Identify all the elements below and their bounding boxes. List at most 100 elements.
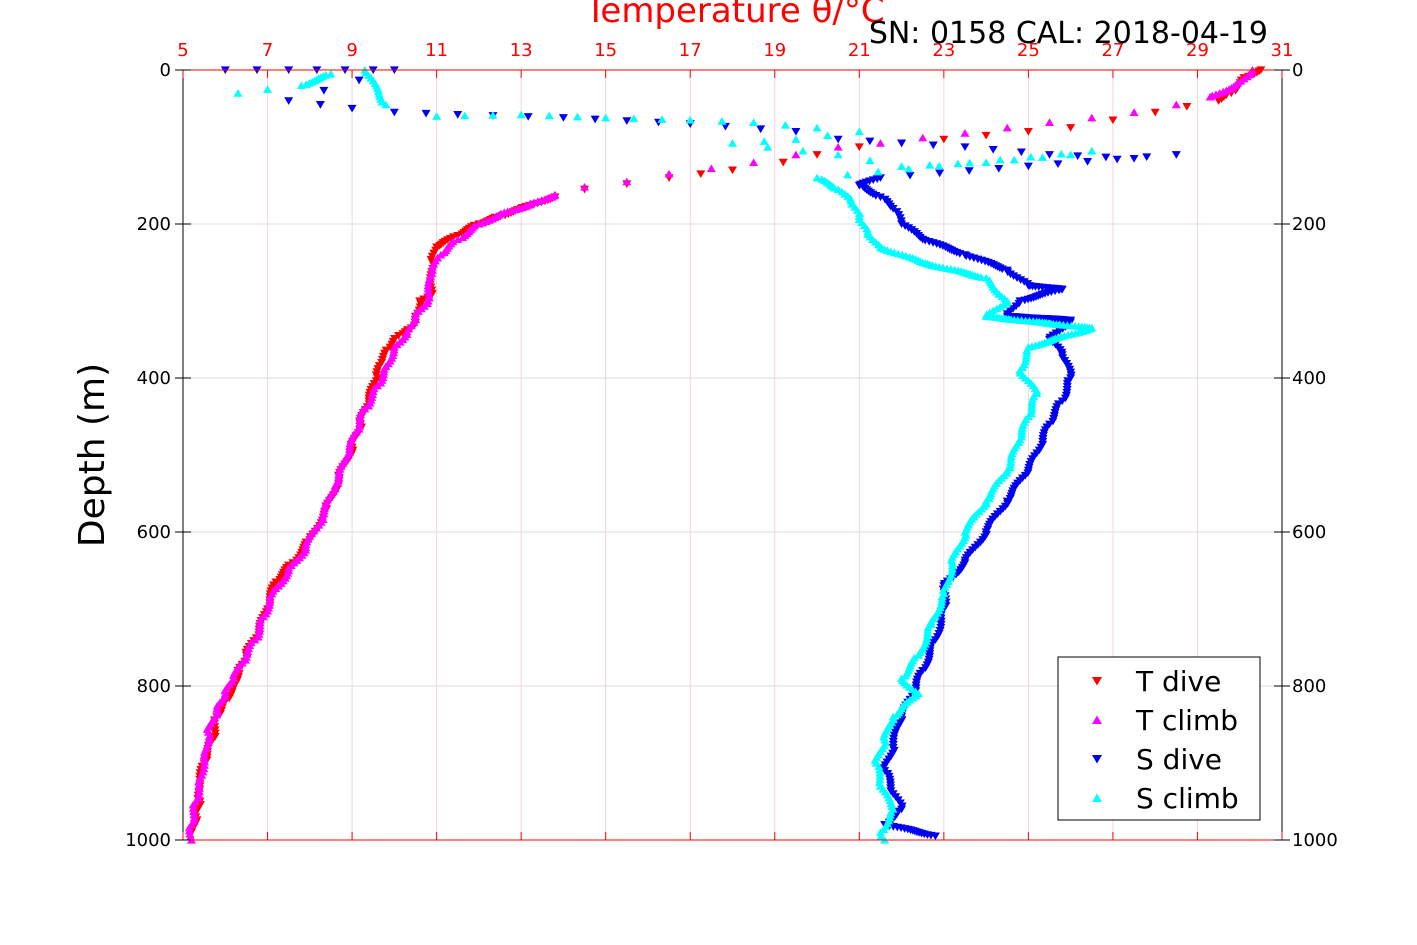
data-point: [930, 832, 940, 841]
data-point: [622, 117, 632, 125]
data-point: [791, 128, 801, 136]
data-point: [1026, 152, 1036, 161]
data-point: [728, 166, 737, 175]
data-point: [284, 97, 294, 105]
data-point: [199, 761, 209, 769]
data-point: [994, 164, 1004, 173]
legend: T dive T climb S dive S climb: [1057, 656, 1261, 821]
data-point: [590, 115, 600, 124]
series-layer: [184, 65, 1266, 844]
data-point: [696, 170, 706, 178]
data-point: [1023, 162, 1033, 171]
data-point: [354, 76, 364, 85]
data-point: [315, 101, 325, 109]
data-point: [421, 109, 431, 118]
legend-label: T climb: [1135, 704, 1238, 737]
data-point: [664, 169, 674, 178]
series-s-dive: [220, 66, 1181, 841]
data-point: [389, 108, 399, 117]
data-point: [981, 158, 991, 166]
legend-label: T dive: [1135, 665, 1221, 698]
data-point: [823, 131, 833, 140]
data-point: [558, 114, 568, 122]
data-point: [812, 151, 822, 159]
data-point: [995, 155, 1005, 164]
x-tick-label: 27: [1101, 40, 1124, 61]
data-point: [347, 104, 357, 113]
data-point: [854, 143, 864, 152]
data-point: [220, 686, 230, 695]
x-tick-label: 29: [1186, 40, 1209, 61]
data-point: [798, 146, 808, 155]
y-tick-label-right: 0: [1292, 60, 1303, 81]
data-point: [1073, 152, 1083, 161]
x-tick-label: 25: [1017, 40, 1040, 61]
data-point: [1045, 118, 1055, 126]
data-point: [458, 233, 468, 242]
data-point: [756, 125, 766, 134]
data-point: [897, 220, 907, 229]
data-point: [728, 139, 737, 147]
data-point: [1023, 128, 1033, 136]
data-point: [875, 193, 885, 202]
data-point: [381, 100, 391, 109]
data-point: [865, 156, 875, 165]
x-tick-label: 5: [177, 40, 188, 61]
data-point: [263, 85, 273, 93]
data-point: [194, 777, 204, 786]
data-point: [925, 160, 935, 169]
data-point: [1101, 153, 1111, 162]
data-point: [843, 170, 853, 179]
data-point: [960, 129, 970, 137]
data-point: [717, 117, 727, 125]
data-point: [854, 127, 864, 136]
legend-box: [1057, 656, 1261, 821]
data-point: [1112, 155, 1122, 164]
legend-label: S dive: [1136, 743, 1222, 776]
data-point: [1171, 100, 1181, 109]
data-point: [685, 116, 695, 124]
legend-marker: [1092, 793, 1102, 802]
series-s-climb: [233, 65, 1097, 844]
data-point: [953, 159, 963, 168]
y-axis-label: Depth (m): [72, 363, 113, 547]
data-point: [319, 86, 329, 95]
x-tick-label: 7: [262, 40, 273, 61]
data-point: [432, 112, 442, 120]
data-point: [1171, 151, 1181, 159]
data-point: [905, 171, 915, 180]
data-point: [394, 332, 404, 340]
data-point: [791, 150, 801, 159]
data-point: [205, 731, 215, 740]
data-point: [833, 150, 843, 159]
data-point: [928, 141, 938, 150]
data-point: [657, 115, 667, 123]
data-point: [1016, 276, 1026, 284]
data-point: [427, 266, 437, 274]
data-point: [460, 111, 470, 120]
data-point: [965, 158, 975, 167]
data-point: [1182, 102, 1192, 111]
data-point: [1056, 149, 1066, 158]
data-point: [453, 111, 463, 119]
y-tick-label-right: 800: [1292, 676, 1326, 697]
x-tick-label: 13: [510, 40, 533, 61]
data-point: [875, 765, 885, 774]
y-tick-label-left: 0: [160, 60, 171, 81]
y-tick-label-left: 1000: [125, 830, 171, 851]
data-point: [960, 143, 970, 152]
legend-marker: [1092, 677, 1102, 686]
data-point: [1129, 108, 1139, 116]
data-point: [875, 139, 885, 147]
data-point: [988, 145, 998, 154]
data-point: [275, 576, 285, 584]
data-point: [410, 312, 420, 320]
data-point: [900, 222, 910, 230]
data-point: [939, 135, 949, 144]
y-tick-label-left: 800: [137, 676, 171, 697]
data-point: [981, 131, 991, 140]
data-point: [1053, 160, 1063, 168]
data-point: [749, 118, 759, 126]
